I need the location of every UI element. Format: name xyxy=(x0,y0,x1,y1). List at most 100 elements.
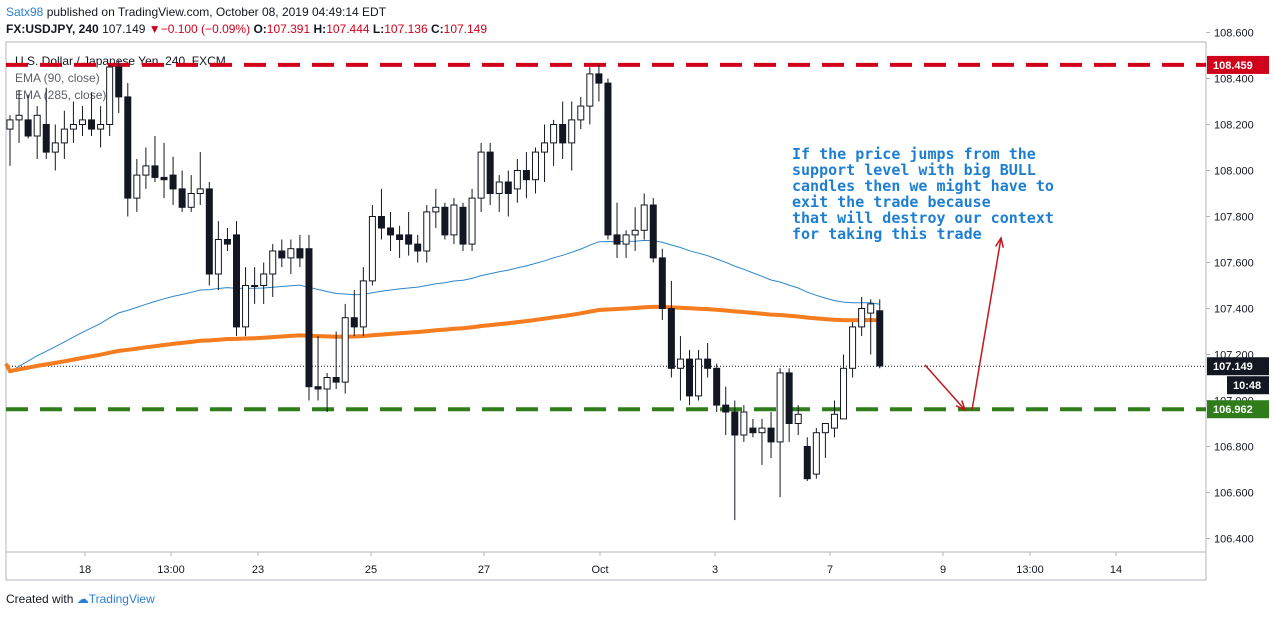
candle-body xyxy=(251,285,259,287)
x-tick-label: 7 xyxy=(827,564,833,576)
candle-body xyxy=(6,119,14,130)
candle-body xyxy=(205,188,213,275)
last-price-tag-bg xyxy=(1207,357,1269,376)
candle-body xyxy=(541,142,549,153)
candle-body xyxy=(559,124,567,144)
y-tick-label: 108.200 xyxy=(1214,120,1254,132)
candle-body xyxy=(323,377,331,390)
candle-body xyxy=(649,204,657,259)
support-price-tag-bg xyxy=(1207,400,1269,419)
candle-body xyxy=(160,176,168,181)
candle-body xyxy=(269,250,277,275)
arrow-up-head xyxy=(994,236,1005,248)
countdown-tag: 10:48 xyxy=(1233,380,1261,392)
y-tick-label: 106.800 xyxy=(1214,442,1254,454)
support-price-tag: 106.962 xyxy=(1213,404,1253,416)
candles-group xyxy=(6,60,884,521)
tradingview-logo-icon[interactable]: ☁ xyxy=(76,592,89,606)
candle-body xyxy=(740,411,748,436)
candle-body xyxy=(785,372,793,424)
author-link[interactable]: Satx98 xyxy=(6,5,44,19)
time-axis xyxy=(5,551,1207,581)
y-tick-label: 108.000 xyxy=(1214,166,1254,178)
change-value: −0.100 (−0.09%) xyxy=(160,22,251,36)
last-price-tag: 107.149 xyxy=(1213,361,1253,373)
candle-body xyxy=(486,151,494,195)
y-tick-label: 108.600 xyxy=(1214,28,1254,40)
candle-body xyxy=(459,206,467,245)
y-tick-label: 108.400 xyxy=(1214,74,1254,86)
candle-body xyxy=(214,239,222,275)
change-arrow-icon: ▼ xyxy=(148,22,161,36)
annotation-line: exit the trade because xyxy=(792,193,991,211)
candle-body xyxy=(60,128,68,144)
open-value: 107.391 xyxy=(266,22,311,36)
candle-body xyxy=(640,204,648,231)
candle-body xyxy=(604,82,612,236)
candle-body xyxy=(631,229,639,236)
arrow-down-head xyxy=(955,400,967,412)
high-value: 107.444 xyxy=(326,22,370,36)
countdown-tag-bg xyxy=(1227,376,1269,395)
candle-body xyxy=(794,413,802,424)
candle-body xyxy=(414,243,422,252)
annotation-line: candles then we might have to xyxy=(792,177,1054,195)
candle-body xyxy=(613,234,621,245)
ema285-line xyxy=(4,304,880,374)
publish-line: Satx98 published on TradingView.com, Oct… xyxy=(6,4,487,21)
candle-body xyxy=(15,114,23,121)
resistance-price-tag-bg xyxy=(1207,55,1269,74)
annotation-line: that will destroy our context xyxy=(792,209,1054,227)
high-label: H: xyxy=(313,22,327,36)
candle-body xyxy=(33,114,41,137)
chart-header: Satx98 published on TradingView.com, Oct… xyxy=(6,4,487,38)
candle-body xyxy=(314,386,322,390)
candle-body xyxy=(260,273,268,286)
candle-body xyxy=(468,197,476,245)
candle-body xyxy=(531,151,539,181)
candle-body xyxy=(332,377,340,383)
x-tick-label: 3 xyxy=(712,564,718,576)
x-tick-label: 13:00 xyxy=(1016,564,1044,576)
candle-body xyxy=(24,119,32,137)
candle-body xyxy=(749,427,757,434)
candle-body xyxy=(124,96,132,199)
price-chart[interactable]: 108.600 108.400 108.200 108.000 107.800 107.6… xyxy=(0,0,1274,590)
candle-body xyxy=(287,248,295,259)
candle-body xyxy=(133,174,141,199)
candle-body xyxy=(377,216,385,229)
candle-body xyxy=(296,248,304,259)
symbol-label: FX:USDJPY, 240 xyxy=(6,22,99,36)
candle-body xyxy=(622,234,630,245)
candle-body xyxy=(51,142,59,153)
tradingview-brand[interactable]: TradingView xyxy=(88,592,155,606)
candle-body xyxy=(686,358,693,397)
candle-body xyxy=(305,248,313,388)
last-value: 107.149 xyxy=(102,22,146,36)
candle-body xyxy=(223,239,231,245)
chart-title: U.S. Dollar / Japanese Yen, 240, FXCM xyxy=(15,54,226,68)
candle-body xyxy=(704,358,712,369)
ohlc-line: FX:USDJPY, 240 107.149 ▼−0.100 (−0.09%) … xyxy=(6,21,487,38)
low-value: 107.136 xyxy=(384,22,428,36)
candle-body xyxy=(867,303,875,314)
candle-body xyxy=(522,170,530,181)
candle-body xyxy=(803,446,811,480)
candle-body xyxy=(450,204,458,236)
resistance-price-tag: 108.459 xyxy=(1213,60,1253,72)
candle-body xyxy=(242,285,250,328)
candle-body xyxy=(758,427,766,434)
candle-body xyxy=(595,73,603,84)
arrow-up-line xyxy=(971,237,1002,411)
candle-body xyxy=(368,216,376,282)
y-tick-label: 107.400 xyxy=(1214,304,1254,316)
candle-body xyxy=(821,423,829,434)
candle-body xyxy=(151,165,159,178)
candle-body xyxy=(69,124,77,130)
ema90-line xyxy=(5,239,880,373)
candle-body xyxy=(341,317,349,383)
candle-body xyxy=(568,119,576,144)
y-tick-label: 106.600 xyxy=(1214,488,1254,500)
x-tick-label: 25 xyxy=(365,564,377,576)
annotation-line: If the price jumps from the xyxy=(792,145,1036,163)
